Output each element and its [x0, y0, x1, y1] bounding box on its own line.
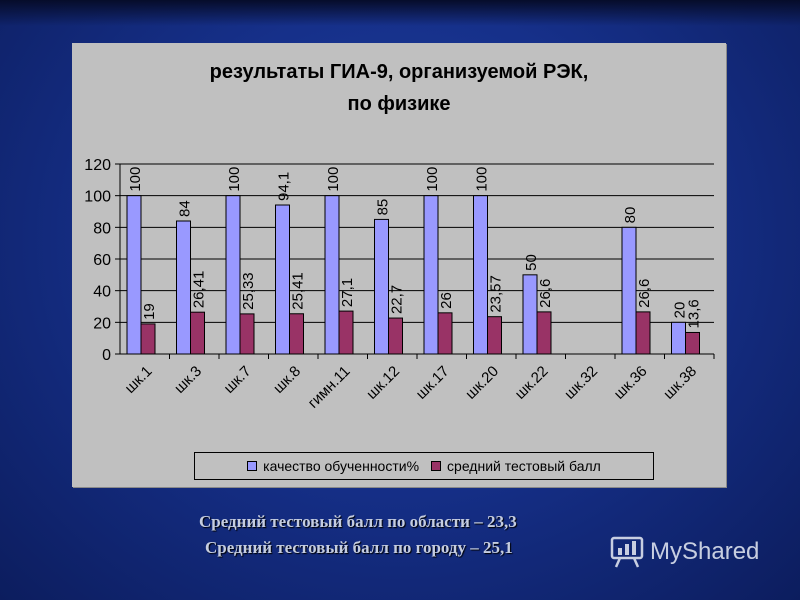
data-label: 100: [474, 167, 491, 192]
x-category-label: шк.36: [611, 363, 651, 403]
bar-quality: [275, 204, 290, 355]
data-label: 84: [177, 200, 194, 217]
bar-quality: [621, 226, 637, 355]
legend-item-quality: качество обученности%: [247, 458, 419, 474]
data-label: 13,6: [686, 299, 703, 328]
bar-score: [239, 313, 255, 355]
y-tick-label: 40: [93, 284, 111, 301]
data-label: 94,1: [276, 172, 293, 201]
y-tick-label: 80: [93, 220, 111, 237]
data-label: 80: [622, 207, 639, 224]
bar-quality: [473, 195, 488, 355]
watermark-text: MyShared: [650, 538, 760, 565]
chart-title-line-1: результаты ГИА-9, организуемой РЭК,: [209, 61, 589, 83]
bar-quality: [671, 321, 686, 355]
data-label: 22,7: [389, 285, 406, 314]
x-category-label: шк.22: [512, 363, 552, 403]
x-category-label: шк.32: [561, 363, 601, 403]
data-label: 23,57: [488, 275, 505, 313]
chart-panel: результаты ГИА-9, организуемой РЭК, по ф…: [72, 43, 726, 487]
watermark: MyShared: [610, 535, 759, 569]
bar-quality: [423, 195, 439, 355]
data-label: 19: [141, 303, 158, 320]
bar-score: [536, 311, 552, 355]
bar-score: [140, 323, 156, 355]
bar-score: [289, 313, 304, 355]
data-label: 27,1: [339, 278, 356, 307]
data-label: 100: [424, 167, 441, 192]
x-category-label: шк.20: [462, 363, 502, 403]
data-label: 26,41: [191, 271, 208, 309]
chart-title-line-2: по физике: [347, 93, 451, 115]
x-category-label: шк.38: [660, 363, 700, 403]
bar-score: [437, 312, 453, 355]
chart-legend: качество обученности% средний тестовый б…: [194, 452, 654, 480]
x-category-label: шк.12: [363, 363, 403, 403]
bar-quality: [374, 218, 389, 355]
bar-chart: 0 20 40 60 80 100 120 100 19 шк.1 84 26,41 шк.3 100 25…: [84, 157, 715, 412]
x-category-label: шк.8: [270, 363, 304, 397]
legend-swatch-quality: [247, 461, 258, 471]
y-tick-label: 60: [93, 252, 111, 269]
y-tick-label: 20: [93, 315, 111, 332]
top-band: [0, 0, 800, 26]
y-tick-label: 120: [84, 157, 111, 174]
x-category-label: шк.17: [413, 363, 453, 403]
data-label: 20: [672, 302, 689, 319]
legend-label-score: средний тестовый балл: [447, 458, 601, 474]
city-average-text: Средний тестовый балл по городу – 25,1: [205, 538, 513, 557]
legend-item-score: средний тестовый балл: [431, 458, 601, 474]
y-tick-label: 0: [102, 347, 111, 364]
region-average-text: Средний тестовый балл по области – 23,3: [199, 512, 517, 531]
data-label: 26,6: [537, 279, 554, 308]
x-category-label: гимн.11: [305, 363, 354, 412]
bar-quality: [522, 274, 538, 355]
data-label: 50: [523, 254, 540, 271]
data-label: 25,41: [290, 272, 307, 310]
legend-label-quality: качество обученности%: [263, 458, 420, 474]
data-label: 100: [325, 167, 342, 192]
bar-quality: [324, 195, 340, 355]
y-tick-label: 100: [84, 189, 111, 206]
bar-score: [685, 331, 700, 355]
bar-score: [338, 310, 354, 355]
data-label: 100: [127, 167, 144, 192]
data-label: 25,33: [240, 272, 257, 310]
data-label: 26: [438, 292, 455, 309]
x-category-label: шк.7: [221, 363, 255, 397]
bar-score: [190, 311, 205, 355]
x-category-label: шк.3: [171, 363, 205, 397]
bar-quality: [176, 220, 191, 355]
legend-swatch-score: [431, 461, 442, 471]
presentation-board-icon: [610, 536, 644, 568]
bar-quality: [225, 195, 241, 355]
data-label: 26,6: [636, 279, 653, 308]
x-category-label: шк.1: [122, 363, 156, 397]
bar-score: [388, 317, 403, 355]
bar-quality: [126, 195, 142, 355]
data-label: 100: [226, 167, 243, 192]
bar-score: [487, 316, 502, 355]
data-label: 85: [375, 199, 392, 216]
bar-score: [635, 311, 651, 355]
